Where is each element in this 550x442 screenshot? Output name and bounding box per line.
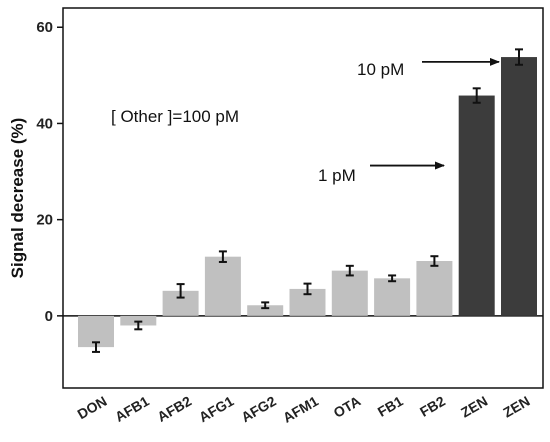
x-tick-label: AFB2	[154, 393, 194, 425]
y-axis-ticks: 0 20 40 60	[36, 19, 63, 325]
x-tick-label: OTA	[331, 393, 364, 421]
annotation-10pm: 10 pM	[357, 60, 404, 79]
bar-ota-6	[331, 270, 368, 316]
annotation-other-concentration: [ Other ]=100 pM	[111, 107, 239, 126]
x-tick-label: FB1	[375, 393, 406, 420]
x-tick-label: AFM1	[280, 393, 321, 426]
bar-zen-9	[458, 95, 495, 316]
error-bar	[261, 301, 270, 310]
x-tick-label: FB2	[417, 393, 448, 420]
bar-afg1-3	[204, 256, 241, 316]
error-bar	[345, 264, 354, 277]
error-bar	[218, 250, 227, 263]
annotation-1pm: 1 pM	[318, 166, 356, 185]
error-bar	[303, 282, 312, 296]
plot-frame	[62, 7, 544, 389]
bar-fb2-8	[416, 261, 453, 316]
y-tick-label: 40	[36, 115, 53, 132]
bar-zen-10	[501, 57, 537, 316]
error-bar	[92, 341, 100, 353]
error-bar	[134, 320, 143, 331]
x-tick-label: ZEN	[458, 393, 490, 421]
error-bar	[515, 48, 523, 66]
error-bar	[176, 283, 185, 299]
x-tick-label: AFG1	[196, 393, 237, 426]
x-tick-label: AFB1	[112, 393, 152, 425]
y-axis-title: Signal decrease (%)	[8, 118, 27, 279]
x-tick-label: ZEN	[500, 393, 532, 421]
y-tick-label: 0	[45, 308, 53, 325]
error-bar	[388, 274, 397, 283]
y-tick-label: 20	[36, 212, 53, 229]
x-tick-label: DON	[75, 393, 110, 422]
bars	[78, 57, 537, 348]
bar-fb1-7	[374, 278, 411, 316]
error-bar	[430, 255, 439, 267]
x-tick-label: AFG2	[238, 393, 279, 426]
error-bar	[472, 87, 481, 104]
error-bars	[92, 48, 523, 353]
bar-afg2-4	[247, 305, 284, 316]
x-axis-labels: DON AFB1 AFB2 AFG1 AFG2 AFM1 OTA FB1 FB2 ZEN ZEN	[75, 393, 533, 426]
y-tick-label: 60	[36, 19, 53, 36]
